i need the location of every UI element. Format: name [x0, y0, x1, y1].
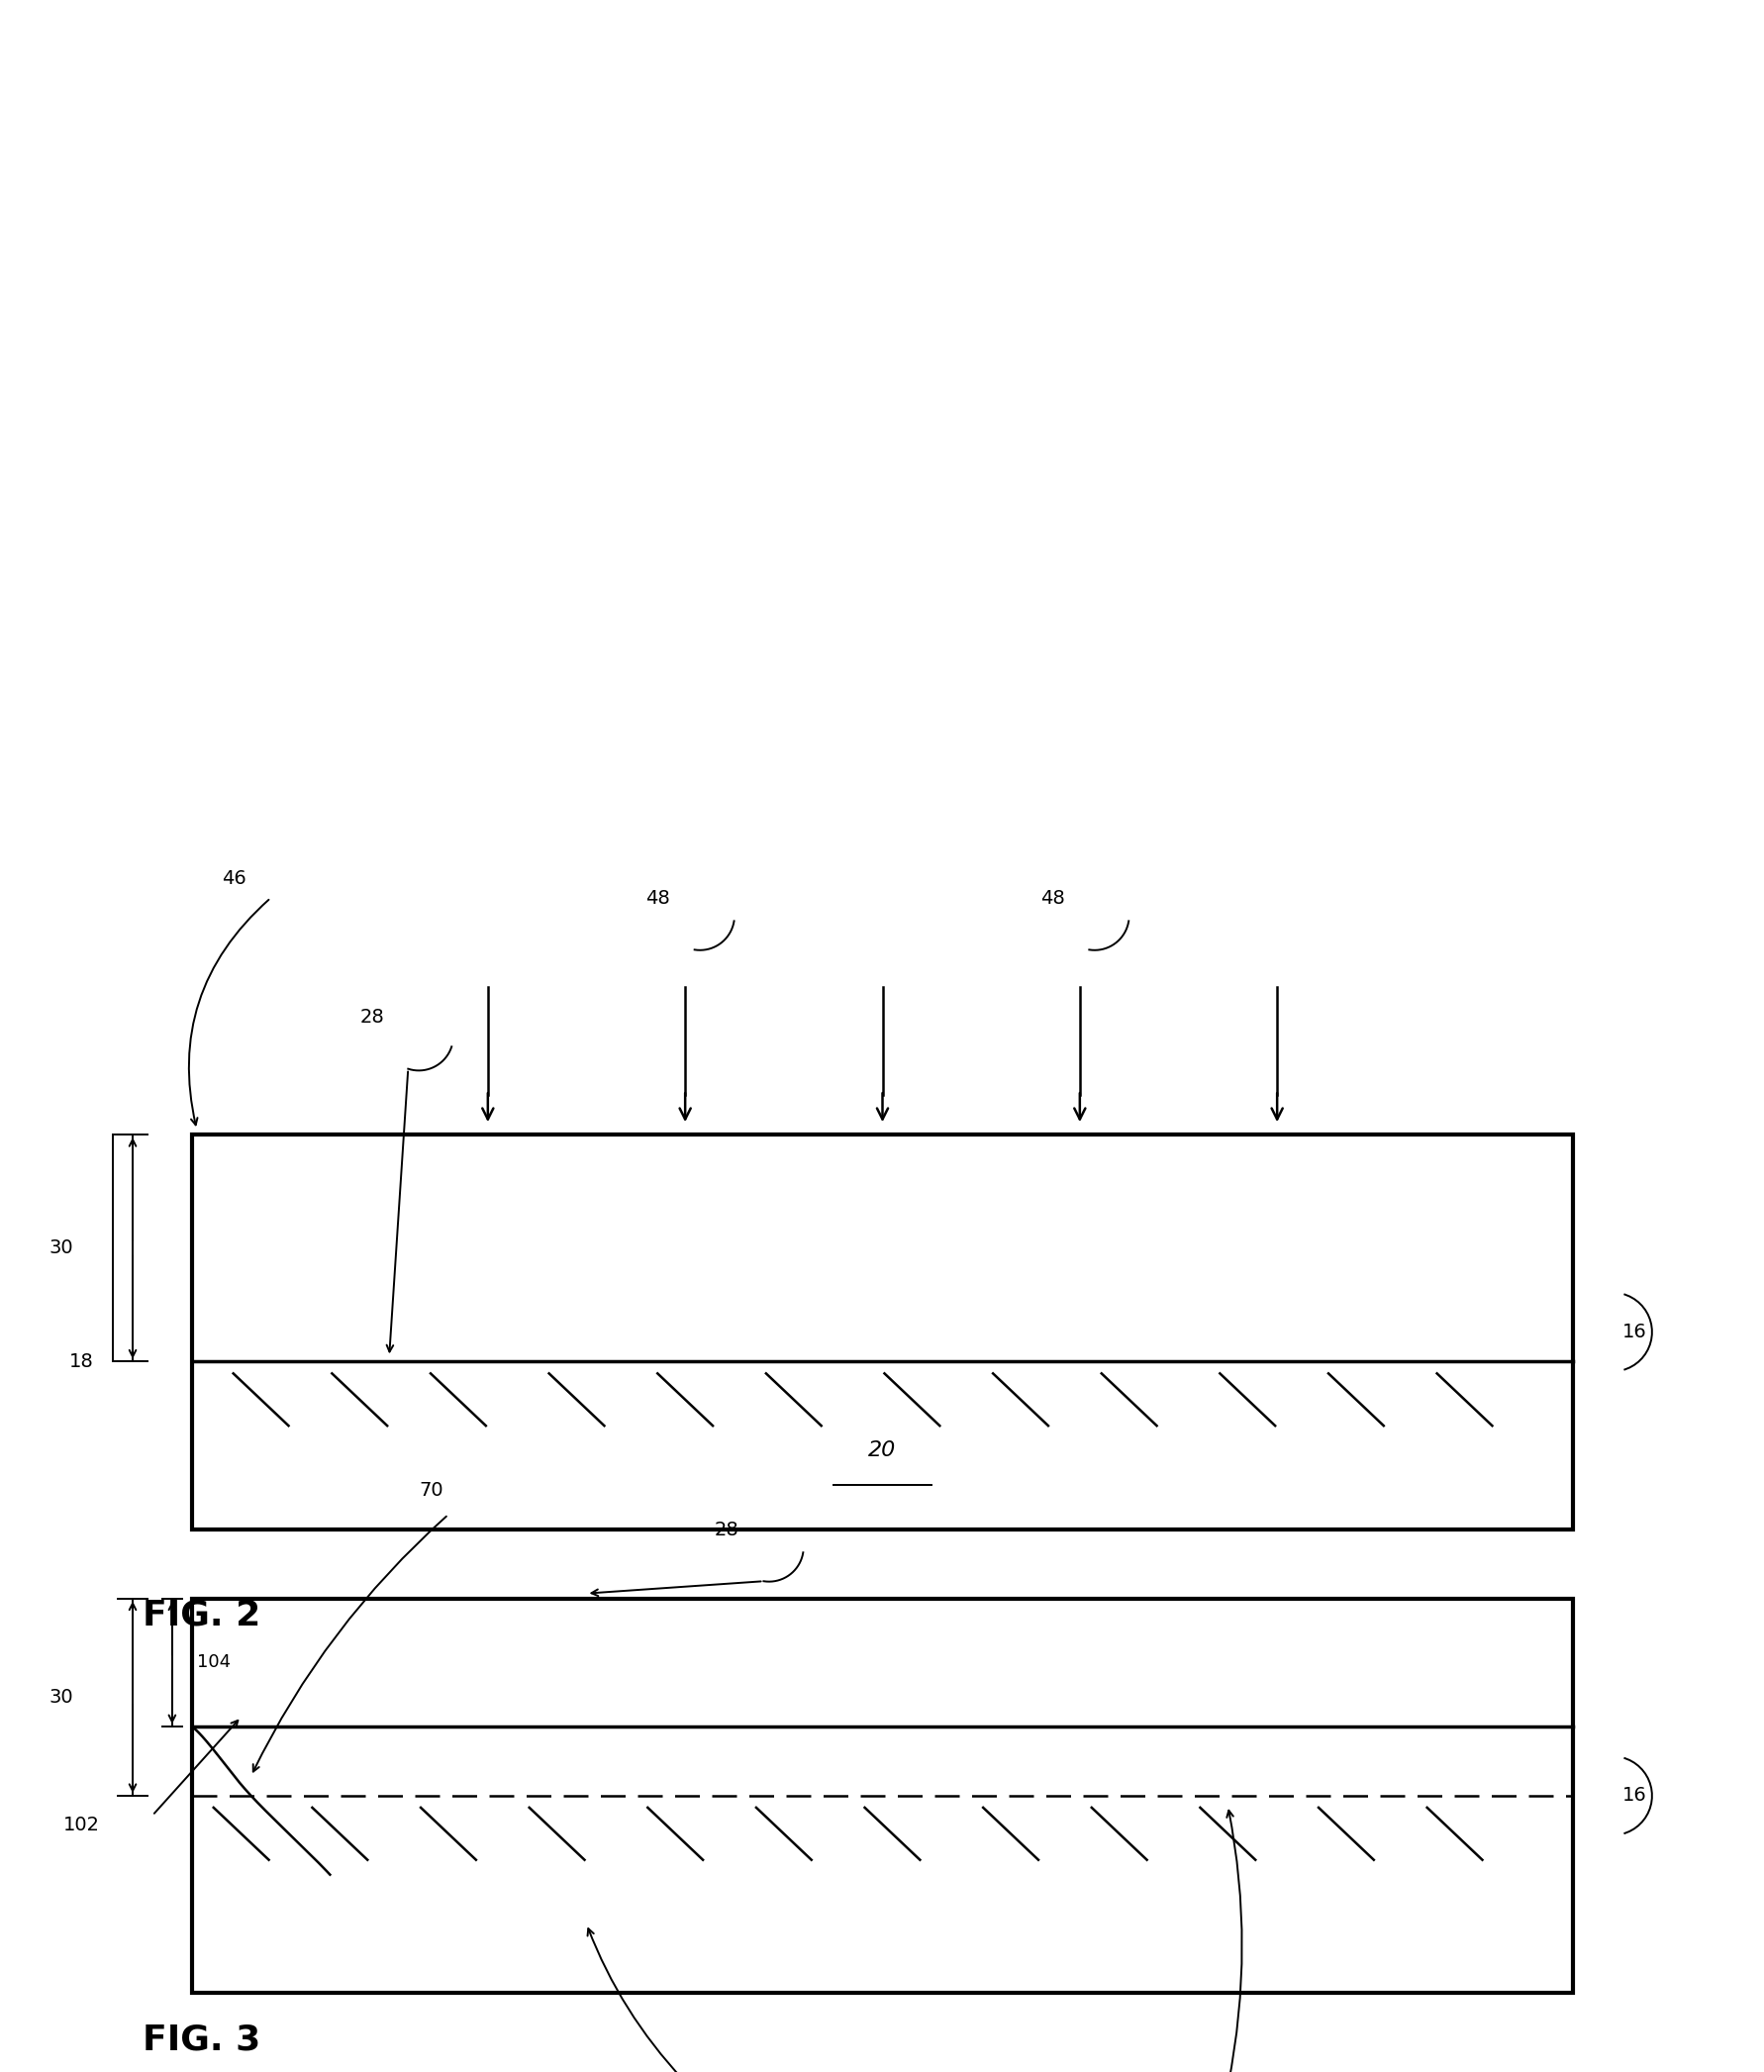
- Text: 20: 20: [868, 1440, 896, 1461]
- Text: 30: 30: [49, 1689, 74, 1707]
- Text: 16: 16: [1621, 1322, 1646, 1341]
- Text: 28: 28: [714, 1521, 739, 1539]
- Text: 46: 46: [220, 868, 245, 889]
- Text: 104: 104: [198, 1653, 231, 1672]
- Text: FIG. 2: FIG. 2: [143, 1598, 261, 1633]
- Text: FIG. 3: FIG. 3: [143, 2022, 261, 2055]
- Text: 48: 48: [646, 889, 670, 908]
- Text: 70: 70: [418, 1481, 443, 1500]
- Text: 18: 18: [69, 1353, 93, 1372]
- Text: 102: 102: [64, 1815, 101, 1834]
- Text: 28: 28: [360, 1007, 385, 1026]
- Text: 30: 30: [49, 1239, 74, 1258]
- Text: 16: 16: [1621, 1786, 1646, 1805]
- Text: 48: 48: [1039, 889, 1064, 908]
